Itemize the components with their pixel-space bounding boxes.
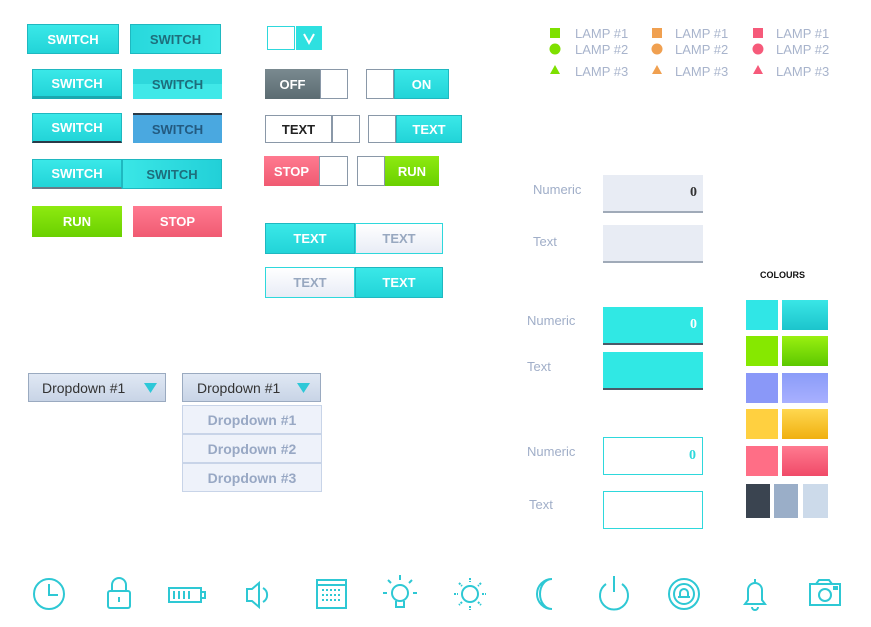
switch[interactable]: SWITCH xyxy=(133,69,222,99)
toggle-text[interactable]: TEXT xyxy=(396,115,462,143)
toggle-text[interactable]: TEXT xyxy=(265,115,332,143)
toggle-stop[interactable]: STOP xyxy=(264,156,319,186)
lamp-icons xyxy=(549,28,764,74)
lamp-label: LAMP #2 xyxy=(575,42,629,57)
switch[interactable]: SWITCH xyxy=(32,159,122,189)
power-icon[interactable] xyxy=(599,576,629,611)
checkbox-chevron[interactable] xyxy=(296,26,322,50)
switch[interactable]: SWITCH xyxy=(122,159,222,189)
dropdown[interactable]: Dropdown #1 xyxy=(28,373,166,402)
field-label: Numeric xyxy=(533,182,582,197)
toggle-run[interactable]: RUN xyxy=(385,156,439,186)
field-label: Text xyxy=(529,497,553,512)
clock-icon[interactable] xyxy=(33,578,65,610)
field-label: Text xyxy=(527,359,551,374)
icon-bar xyxy=(33,575,841,611)
lock-icon[interactable] xyxy=(107,577,131,609)
field-label: Text xyxy=(533,234,557,249)
numeric-input[interactable]: 0 xyxy=(603,307,703,345)
bulb-icon[interactable] xyxy=(383,575,417,608)
text-input[interactable] xyxy=(603,352,703,390)
field-label: Numeric xyxy=(527,444,576,459)
lamp-label: LAMP #1 xyxy=(776,26,830,41)
switch[interactable]: SWITCH xyxy=(32,69,122,99)
segment[interactable]: TEXT xyxy=(355,223,443,254)
field-label: Numeric xyxy=(527,313,576,328)
toggle-knob[interactable] xyxy=(368,115,396,143)
switch[interactable]: SWITCH xyxy=(32,113,122,143)
lamp-label: LAMP #2 xyxy=(776,42,830,57)
lamp-label: LAMP #1 xyxy=(575,26,629,41)
speaker-icon[interactable] xyxy=(246,580,269,610)
bell-icon[interactable] xyxy=(743,579,767,611)
text-input[interactable] xyxy=(603,491,703,529)
dropdown-option[interactable]: Dropdown #3 xyxy=(182,463,322,492)
lamp-label: LAMP #2 xyxy=(675,42,729,57)
sun-icon[interactable] xyxy=(454,578,486,610)
battery-icon[interactable] xyxy=(168,587,206,603)
lamp-label: LAMP #1 xyxy=(675,26,729,41)
segment[interactable]: TEXT xyxy=(355,267,443,298)
numeric-input[interactable]: 0 xyxy=(603,437,703,475)
dropdown[interactable]: Dropdown #1 xyxy=(182,373,321,402)
toggle-knob[interactable] xyxy=(366,69,394,99)
toggle-knob[interactable] xyxy=(319,156,348,186)
colour-swatches xyxy=(746,300,828,518)
dropdown-option[interactable]: Dropdown #1 xyxy=(182,405,322,434)
stop-button[interactable]: STOP xyxy=(133,206,222,237)
camera-icon[interactable] xyxy=(809,579,841,606)
toggle-knob[interactable] xyxy=(320,69,348,99)
moon-icon[interactable] xyxy=(536,578,553,610)
dropdown-option[interactable]: Dropdown #2 xyxy=(182,434,322,463)
calendar-icon[interactable] xyxy=(316,579,347,609)
text-input[interactable] xyxy=(603,225,703,263)
numeric-input[interactable]: 0 xyxy=(603,175,703,213)
dropdown-arrow[interactable] xyxy=(144,382,158,394)
switch[interactable]: SWITCH xyxy=(133,113,222,143)
dropdown-arrow[interactable] xyxy=(297,382,311,394)
toggle-on[interactable]: ON xyxy=(394,69,449,99)
switch[interactable]: SWITCH xyxy=(130,24,221,54)
lamp-label: LAMP #3 xyxy=(776,64,830,79)
alarm-icon[interactable] xyxy=(668,578,700,610)
lamp-label: LAMP #3 xyxy=(575,64,629,79)
segment[interactable]: TEXT xyxy=(265,223,355,254)
run-button[interactable]: RUN xyxy=(32,206,122,237)
switch[interactable]: SWITCH xyxy=(27,24,119,54)
segment[interactable]: TEXT xyxy=(265,267,355,298)
toggle-knob[interactable] xyxy=(332,115,360,143)
toggle-off[interactable]: OFF xyxy=(265,69,320,99)
checkbox[interactable] xyxy=(267,26,295,50)
colours-title: COLOURS xyxy=(760,270,805,280)
lamp-label: LAMP #3 xyxy=(675,64,729,79)
toggle-knob[interactable] xyxy=(357,156,385,186)
